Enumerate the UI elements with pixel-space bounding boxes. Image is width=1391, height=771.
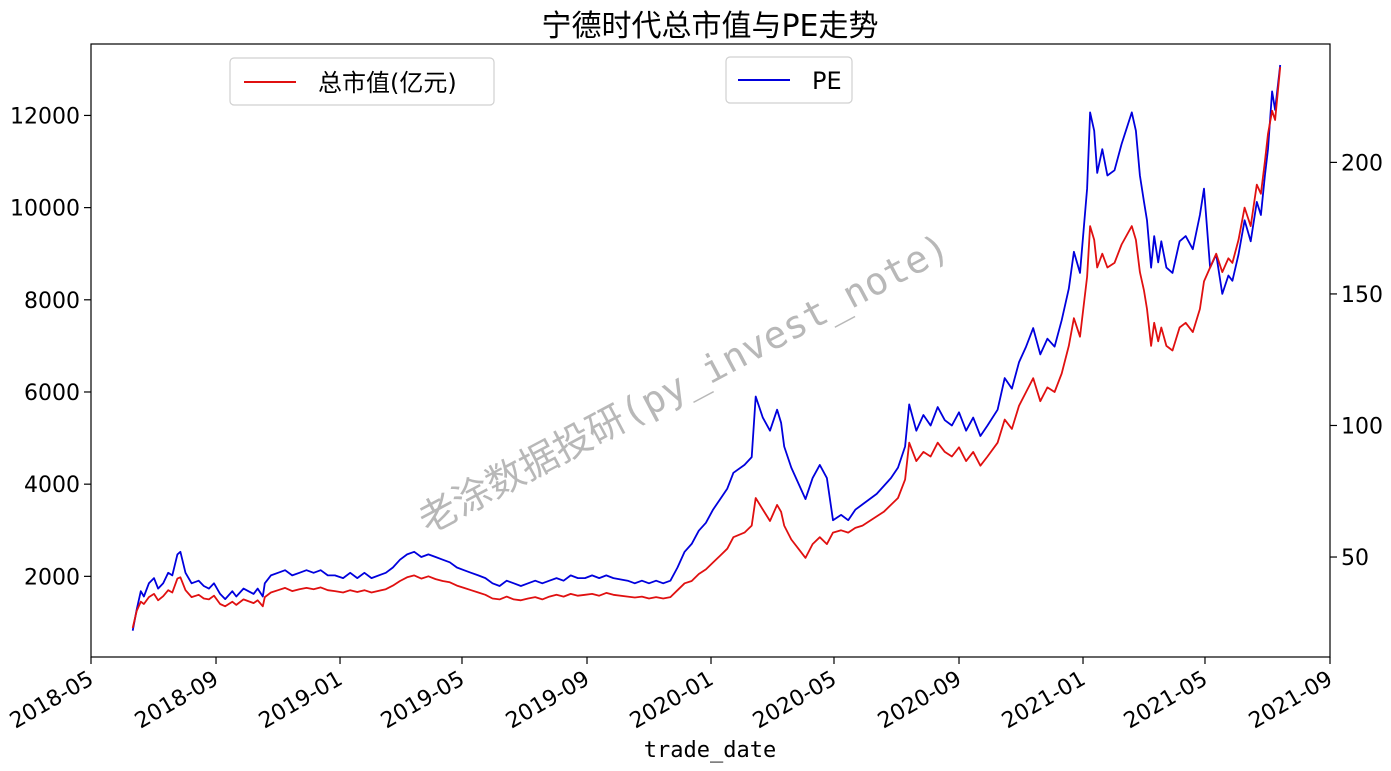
legend-pe: PE (725, 56, 853, 104)
series-line-pe (131, 64, 1282, 631)
legend-label-pe: PE (812, 67, 842, 95)
y-left-tick-label: 8000 (24, 289, 80, 314)
x-tick-label: 2018-09 (131, 667, 223, 735)
y-left-tick-label: 2000 (24, 565, 80, 590)
y-left-tick-label: 10000 (10, 197, 80, 222)
x-tick-label: 2019-09 (502, 667, 594, 735)
x-tick-label: 2019-01 (255, 667, 347, 735)
y-right-tick-label: 150 (1341, 283, 1383, 308)
y-left-tick-label: 4000 (24, 473, 80, 498)
x-tick-label: 2019-05 (377, 667, 469, 735)
y-axis-right: 50 100 150 200 (1330, 151, 1383, 571)
y-right-tick-label: 100 (1341, 414, 1383, 439)
x-tick-label: 2020-09 (874, 667, 966, 735)
x-axis-label: trade_date (644, 738, 776, 763)
x-axis: 2018-05 2018-09 2019-01 2019-05 2019-09 2020-… (6, 657, 1337, 734)
series-lines (131, 64, 1282, 631)
chart-title: 宁德时代总市值与PE走势 (541, 9, 878, 44)
legend-box (229, 57, 495, 106)
x-tick-label: 2021-01 (998, 667, 1090, 735)
y-right-tick-label: 200 (1341, 151, 1383, 176)
x-tick-label: 2018-05 (6, 667, 98, 735)
y-axis-left: 2000 4000 6000 8000 10000 12000 (10, 104, 91, 590)
y-left-tick-label: 6000 (24, 381, 80, 406)
x-tick-label: 2021-05 (1120, 667, 1212, 735)
legend-market-cap: 总市值(亿元) (229, 57, 495, 106)
x-tick-label: 2020-01 (626, 667, 718, 735)
legend-label-market-cap: 总市值(亿元) (318, 69, 457, 97)
x-tick-label: 2021-09 (1245, 667, 1337, 735)
x-tick-label: 2020-05 (749, 667, 841, 735)
y-right-tick-label: 50 (1341, 546, 1369, 571)
y-left-tick-label: 12000 (10, 104, 80, 129)
series-line-market-cap (131, 66, 1282, 629)
